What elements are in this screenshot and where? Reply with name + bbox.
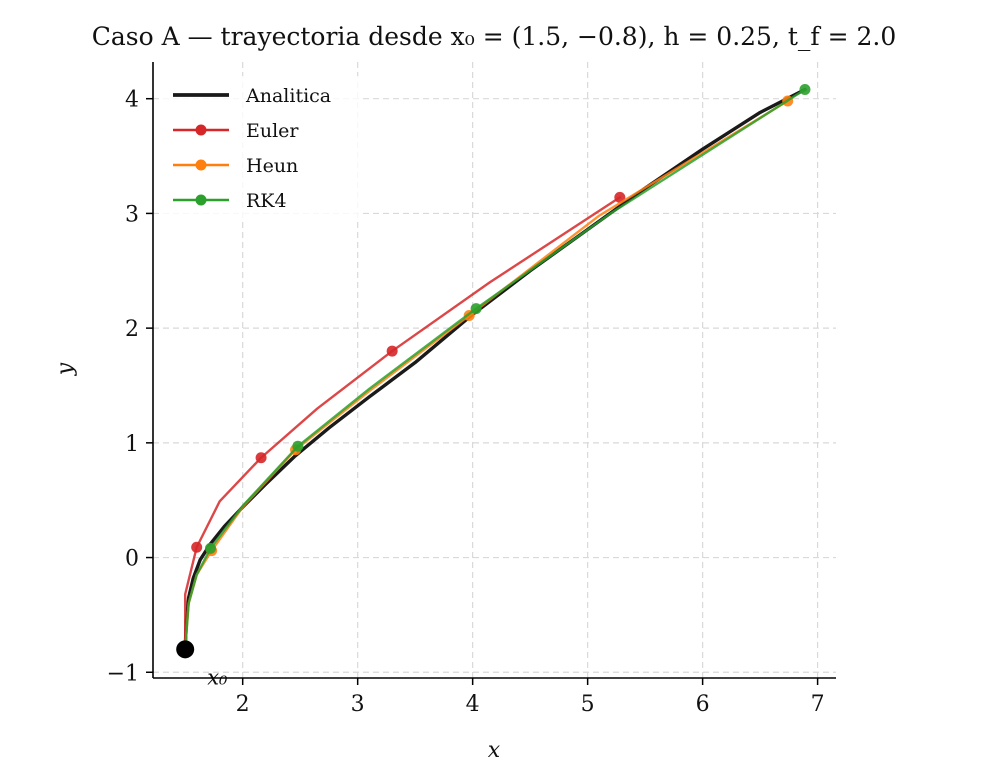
point-rk4: [292, 440, 304, 452]
series-layer: x₀: [176, 84, 811, 689]
legend-marker-euler: [195, 124, 207, 136]
y-tick-label: 4: [125, 88, 139, 113]
series-analitica: [183, 87, 807, 652]
point-euler: [191, 541, 203, 553]
y-tick-label: 0: [125, 547, 139, 572]
x-tick-label: 5: [581, 692, 595, 717]
series-line-euler: [183, 196, 622, 651]
series-line-rk4: [183, 88, 807, 651]
legend-label-rk4: RK4: [246, 190, 287, 212]
legend-frame: [160, 76, 360, 221]
legend-marker-heun: [195, 159, 207, 171]
legend-label-analitica: Analitica: [245, 85, 331, 107]
legend-marker-rk4: [195, 194, 207, 206]
x-tick-label: 6: [696, 692, 710, 717]
x-tick-label: 7: [811, 692, 825, 717]
point-euler: [255, 452, 267, 464]
y-tick-label: 1: [125, 432, 139, 457]
start-point: [176, 640, 195, 659]
series-line-analitica: [183, 87, 807, 652]
series-euler: [183, 191, 626, 651]
legend: Analitica Euler Heun RK4: [160, 76, 360, 221]
x-tick-label: 4: [466, 692, 480, 717]
point-rk4: [204, 542, 216, 554]
ticks: 2 3 4 5 6 7 −1 0 1 2 3 4: [107, 88, 825, 717]
y-axis-label: y: [53, 362, 78, 376]
y-tick-label: 2: [125, 317, 139, 342]
point-euler: [386, 345, 398, 357]
x-tick-label: 2: [236, 692, 250, 717]
chart-title: Caso A — trayectoria desde x₀ = (1.5, −0…: [92, 22, 897, 51]
y-tick-label: −1: [107, 661, 139, 686]
point-rk4: [799, 84, 811, 96]
y-tick-label: 3: [125, 202, 139, 227]
point-rk4: [470, 303, 482, 315]
series-rk4: [183, 84, 811, 651]
axes: [152, 62, 836, 679]
legend-label-euler: Euler: [246, 120, 299, 142]
x-tick-label: 3: [351, 692, 365, 717]
x-axis-label: x: [488, 738, 501, 763]
grid: [153, 62, 836, 678]
legend-label-heun: Heun: [246, 155, 298, 177]
